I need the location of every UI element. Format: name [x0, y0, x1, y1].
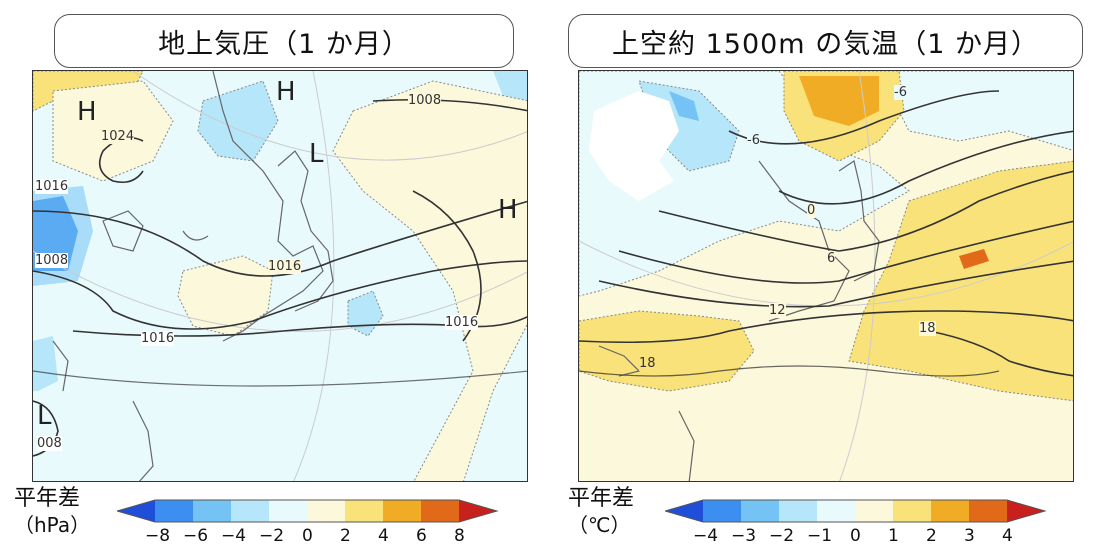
panel-title: 上空約 1500m の気温（1 か月） — [568, 14, 1083, 68]
legend-unit: （℃） — [568, 513, 631, 537]
legend-label: 平年差 （℃） — [568, 486, 634, 538]
isotherm-label: 6 — [827, 251, 836, 266]
legend-tick: 0 — [302, 526, 313, 546]
legend-label: 平年差 （hPa） — [14, 486, 90, 538]
panel-surface-pressure: 地上気圧（1 か月） — [12, 0, 537, 556]
legend-tick: −3 — [731, 526, 757, 546]
isobar-label: 1024 — [101, 129, 135, 144]
legend-tick: 2 — [926, 526, 937, 546]
isobar-label: 1016 — [141, 331, 175, 346]
panel-850hpa-temperature: 上空約 1500m の気温（1 か月） — [568, 0, 1093, 556]
high-pressure-marker: H — [276, 77, 296, 107]
legend-tick: 2 — [340, 526, 351, 546]
legend-tick: 1 — [888, 526, 899, 546]
panel-title: 地上気圧（1 か月） — [54, 14, 514, 68]
isotherm-label: 12 — [769, 303, 786, 318]
low-pressure-marker: L — [309, 139, 324, 169]
legend-tick: −2 — [259, 526, 285, 546]
legend-tick: 6 — [416, 526, 427, 546]
legend-tick: −1 — [807, 526, 833, 546]
legend-tick: −4 — [221, 526, 247, 546]
isobar-label: 1016 — [268, 259, 302, 274]
isobar-label: 1008 — [408, 93, 442, 108]
legend-tick: −4 — [693, 526, 719, 546]
pressure-anomaly-colorbar — [117, 499, 499, 523]
isotherm-label: -6 — [747, 133, 760, 148]
temperature-anomaly-map-graphic — [579, 71, 1073, 481]
legend-label-line1: 平年差 — [568, 486, 635, 511]
isobar-label: 1008 — [35, 253, 69, 268]
legend-tick: 8 — [454, 526, 465, 546]
legend-tick: 4 — [1002, 526, 1013, 546]
isotherm-label: 18 — [639, 356, 656, 371]
legend-unit: （hPa） — [14, 513, 91, 537]
legend-label-line1: 平年差 — [14, 486, 81, 511]
pressure-anomaly-map-graphic — [33, 71, 527, 481]
legend-tick: −6 — [183, 526, 209, 546]
isotherm-label: -6 — [894, 85, 907, 100]
temperature-850hpa-map: -6 -6 0 6 12 18 18 — [578, 70, 1074, 482]
isotherm-label: 18 — [919, 321, 936, 336]
temperature-anomaly-colorbar — [665, 499, 1047, 523]
surface-pressure-map: 1024 1016 1008 1016 1016 1016 1008 008 H… — [32, 70, 528, 482]
isobar-label: 1016 — [35, 179, 69, 194]
isobar-label: 008 — [37, 436, 62, 451]
isotherm-label: 0 — [807, 203, 816, 218]
isobar-label: 1016 — [445, 315, 479, 330]
high-pressure-marker: H — [77, 97, 97, 127]
high-pressure-marker: H — [498, 195, 518, 225]
legend-tick: −8 — [145, 526, 171, 546]
legend-tick: 3 — [964, 526, 975, 546]
legend-tick: 0 — [850, 526, 861, 546]
low-pressure-marker: L — [37, 401, 52, 431]
legend-tick: 4 — [378, 526, 389, 546]
legend-tick: −2 — [769, 526, 795, 546]
